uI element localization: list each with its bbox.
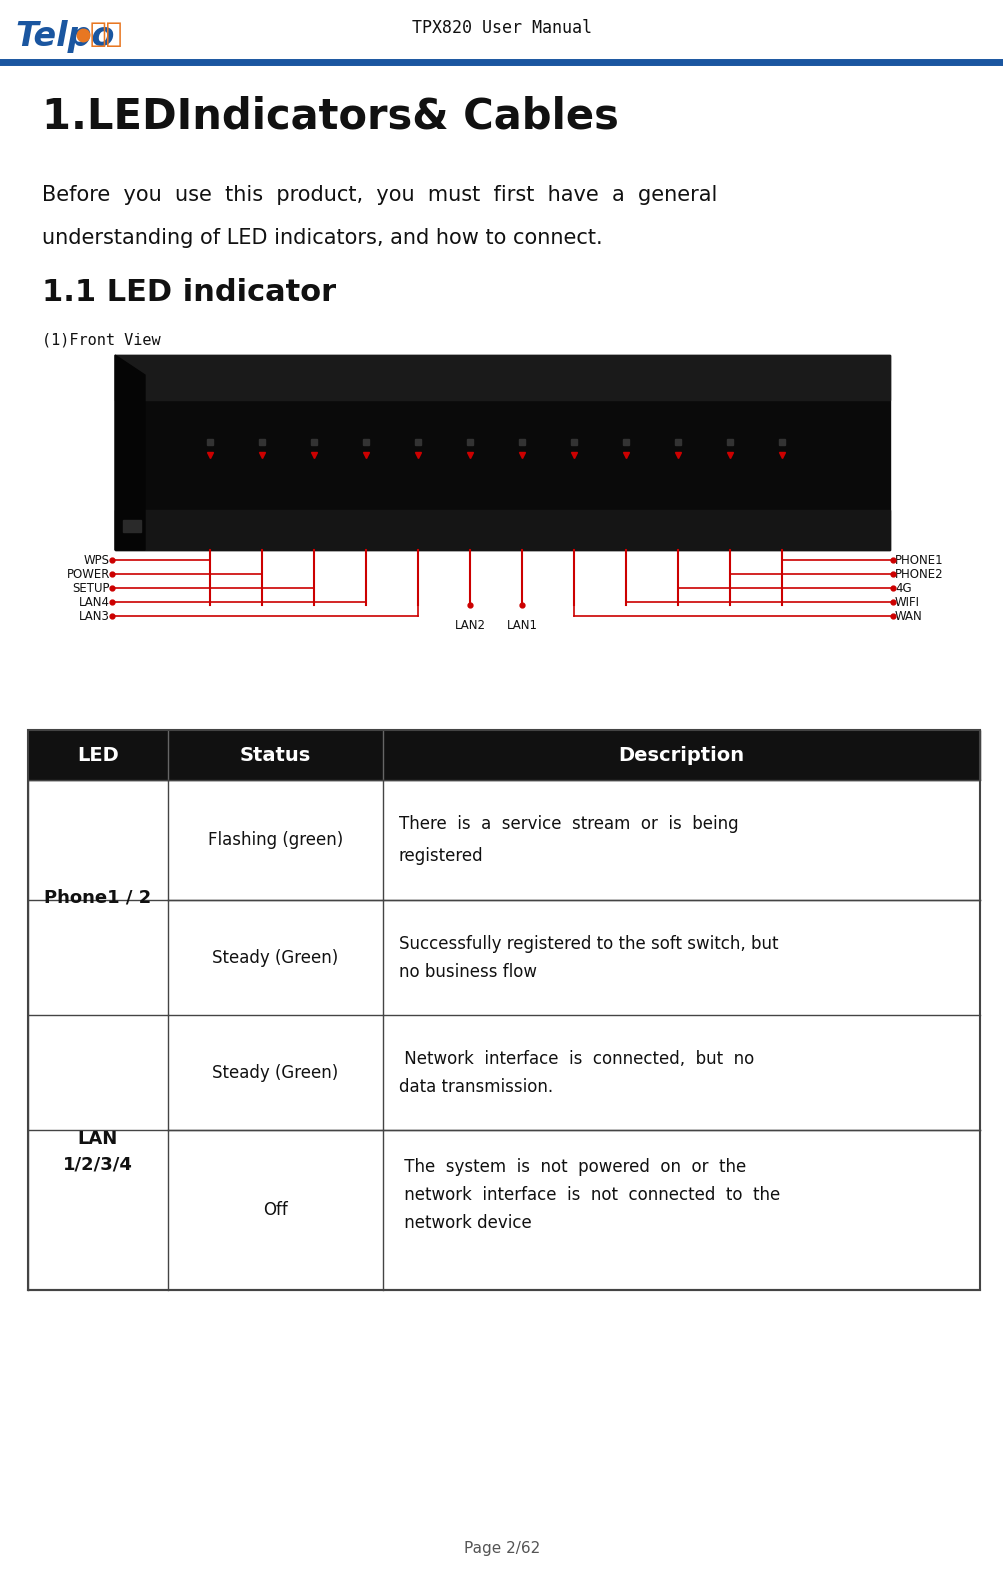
Text: 1.LEDIndicators& Cables: 1.LEDIndicators& Cables	[42, 94, 618, 137]
Text: network  interface  is  not  connected  to  the: network interface is not connected to th…	[398, 1186, 779, 1203]
Text: Description: Description	[618, 746, 744, 765]
Text: TPX820 User Manual: TPX820 User Manual	[411, 19, 592, 38]
Text: Steady (Green): Steady (Green)	[213, 949, 338, 966]
Text: Phone1 / 2: Phone1 / 2	[44, 889, 151, 906]
Bar	[28, 1015, 979, 1130]
Text: PHONE2: PHONE2	[894, 567, 943, 581]
Bar	[115, 511, 889, 550]
Text: LAN3: LAN3	[79, 610, 110, 622]
Text: Steady (Green): Steady (Green)	[213, 1064, 338, 1081]
Text: POWER: POWER	[66, 567, 110, 581]
Text: understanding of LED indicators, and how to connect.: understanding of LED indicators, and how…	[42, 228, 602, 248]
Text: There  is  a  service  stream  or  is  being: There is a service stream or is being	[398, 815, 738, 833]
Text: WAN: WAN	[894, 610, 922, 622]
Text: Flashing (green): Flashing (green)	[208, 831, 343, 848]
Text: data transmission.: data transmission.	[398, 1078, 553, 1095]
Text: The  system  is  not  powered  on  or  the: The system is not powered on or the	[398, 1158, 745, 1177]
Text: Off: Off	[263, 1200, 288, 1219]
Text: LAN2: LAN2	[454, 619, 485, 632]
Text: SETUP: SETUP	[72, 581, 110, 594]
Text: (1)Front View: (1)Front View	[42, 331, 160, 347]
Polygon shape	[115, 355, 144, 550]
Text: LAN: LAN	[78, 1130, 118, 1147]
Text: LAN1: LAN1	[506, 619, 537, 632]
Text: Status: Status	[240, 746, 311, 765]
Text: WPS: WPS	[84, 553, 110, 567]
Text: network device: network device	[398, 1214, 532, 1232]
Bar	[28, 900, 979, 1015]
Text: 1.1 LED indicator: 1.1 LED indicator	[42, 278, 336, 306]
Text: registered: registered	[398, 847, 483, 866]
Text: Telpo: Telpo	[15, 20, 114, 53]
Text: 天波: 天波	[90, 20, 123, 49]
Text: 4G: 4G	[894, 581, 911, 594]
Text: LED: LED	[77, 746, 118, 765]
Text: LAN4: LAN4	[79, 595, 110, 608]
Text: Successfully registered to the soft switch, but: Successfully registered to the soft swit…	[398, 935, 777, 952]
Text: WIFI: WIFI	[894, 595, 919, 608]
Bar	[28, 779, 979, 900]
Text: PHONE1: PHONE1	[894, 553, 943, 567]
Bar	[28, 731, 979, 1290]
Text: no business flow: no business flow	[398, 963, 537, 980]
Text: Before  you  use  this  product,  you  must  first  have  a  general: Before you use this product, you must fi…	[42, 185, 717, 204]
Bar	[115, 355, 889, 550]
Bar	[28, 731, 979, 779]
Text: 1/2/3/4: 1/2/3/4	[63, 1156, 132, 1174]
Text: Network  interface  is  connected,  but  no: Network interface is connected, but no	[398, 1049, 753, 1068]
Text: Page 2/62: Page 2/62	[463, 1541, 540, 1555]
Bar	[115, 355, 889, 401]
Bar	[28, 1130, 979, 1290]
Bar	[123, 520, 140, 533]
